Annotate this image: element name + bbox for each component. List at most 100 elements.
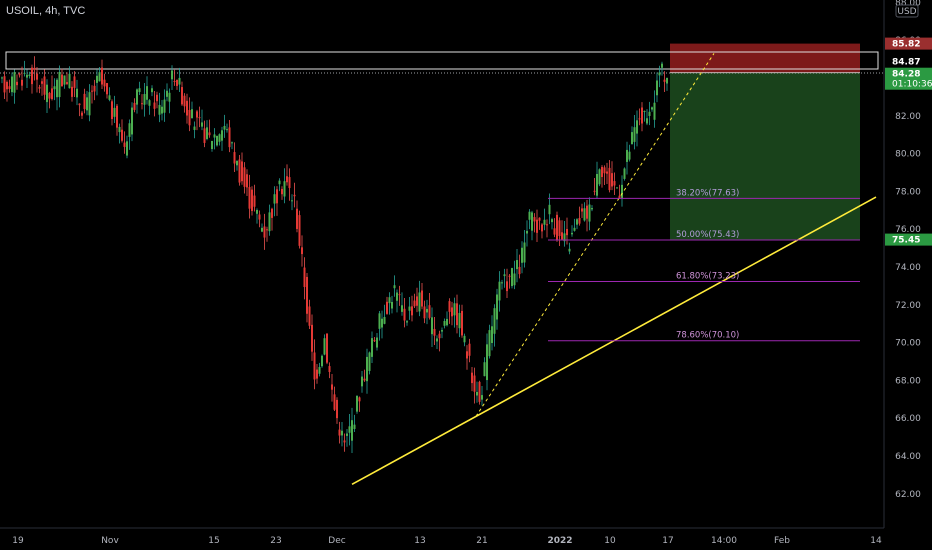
candle-body bbox=[23, 72, 26, 74]
candle-body bbox=[468, 343, 471, 356]
candle-body bbox=[351, 420, 353, 441]
fib-level-label: 50.00%(75.43) bbox=[676, 230, 739, 240]
candle-body bbox=[603, 167, 606, 174]
candle-body bbox=[636, 120, 638, 134]
candle-body bbox=[313, 352, 316, 380]
candle-body bbox=[26, 74, 28, 78]
candle-body bbox=[566, 228, 568, 236]
candle-body bbox=[433, 328, 436, 336]
candle-body bbox=[18, 73, 21, 76]
candle-body bbox=[183, 95, 186, 107]
candle-body bbox=[166, 90, 168, 97]
candle-body bbox=[208, 132, 211, 136]
candle-body bbox=[461, 310, 463, 336]
price-tick-label: 82.00 bbox=[895, 112, 921, 122]
candle-body bbox=[411, 306, 413, 316]
candle-body bbox=[51, 88, 53, 100]
candle-body bbox=[341, 430, 343, 436]
candle-body bbox=[103, 79, 106, 87]
candle-body bbox=[361, 376, 363, 387]
candle-body bbox=[561, 232, 563, 240]
candle-body bbox=[36, 73, 38, 80]
candle-body bbox=[618, 195, 621, 198]
candle-body bbox=[106, 83, 108, 95]
fib-level-label: 61.80%(73.23) bbox=[676, 272, 739, 282]
candle-body bbox=[211, 140, 213, 149]
candle-body bbox=[358, 397, 361, 402]
candle-body bbox=[413, 300, 416, 307]
candle-body bbox=[46, 84, 48, 103]
candle-body bbox=[251, 189, 253, 211]
candle-body bbox=[568, 248, 571, 252]
candle-body bbox=[398, 294, 401, 296]
candle-body bbox=[111, 101, 113, 120]
candle-body bbox=[8, 86, 11, 90]
candle-body bbox=[216, 135, 218, 146]
candle-body bbox=[293, 194, 296, 197]
candle-body bbox=[643, 110, 646, 112]
candle-body bbox=[416, 296, 418, 306]
candle-body bbox=[41, 81, 43, 84]
candle-body bbox=[268, 212, 271, 232]
candle-body bbox=[6, 81, 8, 90]
price-tick-label: 64.00 bbox=[895, 452, 921, 462]
candle-body bbox=[373, 340, 376, 342]
candle-body bbox=[156, 94, 158, 102]
candle-body bbox=[116, 105, 118, 128]
candle-body bbox=[138, 88, 141, 93]
candle-body bbox=[531, 212, 533, 231]
candle-body bbox=[126, 141, 128, 156]
candle-body bbox=[141, 103, 143, 105]
candle-body bbox=[563, 233, 566, 242]
candle-body bbox=[371, 338, 373, 357]
candle-body bbox=[218, 134, 221, 142]
candle-body bbox=[123, 142, 126, 147]
time-tick-label: 17 bbox=[662, 536, 673, 546]
candle-body bbox=[133, 102, 136, 110]
candle-body bbox=[653, 102, 656, 120]
time-tick-label: Nov bbox=[101, 536, 119, 546]
candle-body bbox=[11, 76, 13, 93]
time-axis[interactable]: 19 Nov 15 23 Dec 13 21 2022 10 17 14:00 Feb 14 bbox=[12, 536, 882, 546]
candle-body bbox=[336, 399, 338, 419]
candle-body bbox=[258, 214, 261, 220]
candle-body bbox=[611, 173, 613, 187]
candle-body bbox=[136, 89, 138, 105]
candle-body bbox=[271, 208, 273, 218]
candle-body bbox=[186, 100, 188, 116]
candle-body bbox=[436, 338, 438, 342]
candle-body bbox=[228, 127, 231, 148]
candle-body bbox=[511, 268, 513, 287]
candle-body bbox=[193, 126, 196, 130]
candle-body bbox=[496, 294, 498, 320]
price-tag-label: 84.28 bbox=[892, 70, 920, 80]
candle-body bbox=[331, 384, 333, 390]
resistance-box[interactable] bbox=[5, 51, 879, 70]
price-tag-bg bbox=[885, 67, 932, 90]
trendline-dashed[interactable] bbox=[475, 53, 715, 417]
stop-zone[interactable] bbox=[670, 43, 860, 73]
candle-body bbox=[633, 127, 636, 142]
candle-body bbox=[646, 118, 648, 124]
candle-body bbox=[593, 190, 596, 192]
candle-body bbox=[13, 72, 16, 93]
position-tool[interactable] bbox=[0, 43, 884, 240]
candle-body bbox=[226, 129, 228, 131]
candle-body bbox=[333, 394, 336, 410]
candle-body bbox=[546, 224, 548, 226]
candle-body bbox=[596, 174, 598, 196]
candle-body bbox=[388, 297, 391, 304]
candle-body bbox=[418, 292, 421, 312]
candle-body bbox=[96, 75, 98, 83]
candle-body bbox=[28, 74, 31, 77]
candle-body bbox=[443, 320, 446, 326]
candle-body bbox=[338, 429, 341, 436]
candle-body bbox=[666, 77, 668, 84]
candle-body bbox=[498, 281, 501, 301]
price-tag-bg bbox=[885, 37, 932, 50]
candle-body bbox=[101, 67, 103, 85]
fib-retracement[interactable]: 38.20%(77.63) 50.00%(75.43) 61.80%(73.23) 7… bbox=[548, 188, 860, 342]
target-zone[interactable] bbox=[670, 72, 860, 240]
candle-body bbox=[493, 308, 496, 334]
